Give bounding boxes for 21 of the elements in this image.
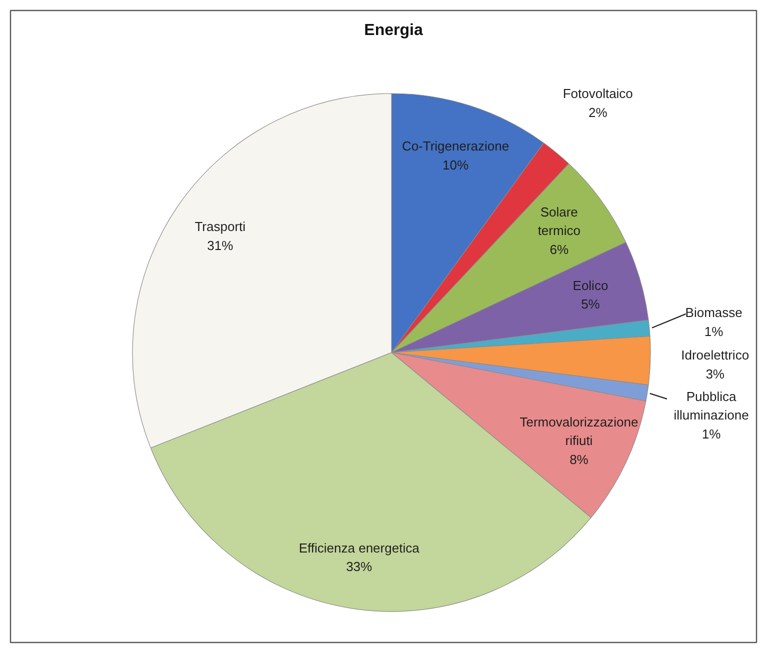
slice-label: Biomasse bbox=[685, 305, 742, 320]
data-label: 2% bbox=[588, 104, 608, 120]
slice-label: Pubblica illuminazione bbox=[674, 388, 749, 423]
data-label: 8% bbox=[570, 452, 589, 467]
data-label: 6% bbox=[550, 242, 569, 257]
data-label: 1% bbox=[704, 324, 724, 339]
slice-label: Solare termico bbox=[538, 204, 580, 238]
data-label: 33% bbox=[346, 559, 373, 574]
chart-title: Energia bbox=[364, 22, 423, 39]
slice-label: Termovalorizzazione rifiuti bbox=[520, 414, 638, 448]
slice-label: Eolico bbox=[572, 278, 608, 293]
slice-label: Trasporti bbox=[194, 219, 246, 234]
data-label: 5% bbox=[581, 296, 600, 312]
slice-label: Fotovoltaico bbox=[562, 86, 633, 102]
data-label: 1% bbox=[702, 426, 722, 442]
data-label: 10% bbox=[442, 157, 469, 172]
slice-label: Efficienza energetica bbox=[298, 540, 420, 556]
data-label: 31% bbox=[207, 238, 234, 253]
slice-label: Idroelettrico bbox=[681, 348, 750, 363]
data-label: 3% bbox=[706, 366, 725, 382]
slice-label: Co-Trigenerazione bbox=[402, 138, 510, 154]
